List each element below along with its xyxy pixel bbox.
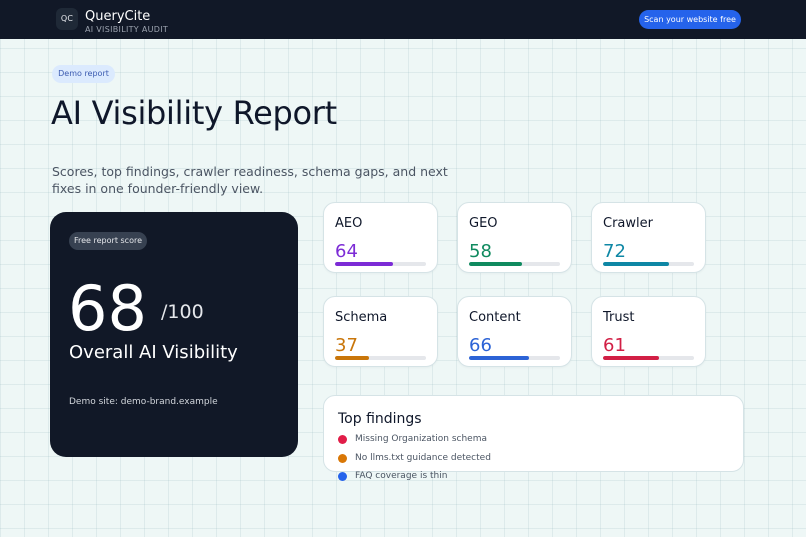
metric-value: 37 [335,335,358,356]
metric-name: GEO [469,216,498,231]
metric-progress-track [335,356,426,360]
finding-text: FAQ coverage is thin [355,471,448,481]
metric-value: 66 [469,335,492,356]
metric-progress-track [603,262,694,266]
top-navigation-bar: QC QueryCite AI VISIBILITY AUDIT Scan yo… [0,0,806,39]
overall-score-max: /100 [161,301,204,323]
finding-item: Missing Organization schema [338,433,487,446]
metric-card-aeo: AEO 64 [323,202,438,273]
finding-text: Missing Organization schema [355,434,487,444]
page-description: Scores, top findings, crawler readiness,… [52,164,448,196]
metric-card-crawler: Crawler 72 [591,202,706,273]
score-badge: Free report score [69,232,147,250]
metric-progress-track [603,356,694,360]
finding-status-dot-icon [338,454,347,463]
scan-website-button[interactable]: Scan your website free [639,10,741,29]
brand-name[interactable]: QueryCite [85,9,151,24]
metric-value: 61 [603,335,626,356]
metric-progress-track [335,262,426,266]
metric-progress-fill [335,262,394,266]
metric-progress-fill [603,356,659,360]
metric-card-trust: Trust 61 [591,296,706,367]
metric-progress-track [469,356,560,360]
demo-report-badge: Demo report [52,65,115,83]
metric-progress-fill [335,356,369,360]
overall-score-value: 68 [68,272,147,345]
metric-name: Trust [603,310,635,325]
brand-subtitle: AI VISIBILITY AUDIT [85,25,169,34]
metric-value: 58 [469,241,492,262]
top-findings-card [323,395,744,472]
finding-item: No llms.txt guidance detected [338,452,491,465]
metric-progress-fill [469,262,522,266]
finding-text: No llms.txt guidance detected [355,453,491,463]
metric-value: 64 [335,241,358,262]
finding-item: FAQ coverage is thin [338,470,447,483]
page-title: AI Visibility Report [51,94,337,132]
finding-status-dot-icon [338,472,347,481]
metric-card-schema: Schema 37 [323,296,438,367]
metric-progress-fill [603,262,669,266]
metric-card-content: Content 66 [457,296,572,367]
metric-value: 72 [603,241,626,262]
metric-progress-fill [469,356,530,360]
metric-name: Crawler [603,216,653,231]
metric-name: Content [469,310,521,325]
finding-status-dot-icon [338,435,347,444]
overall-score-card: Free report score 68 /100 Overall AI Vis… [50,212,298,457]
metric-card-geo: GEO 58 [457,202,572,273]
metric-name: AEO [335,216,363,231]
brand-logo-icon[interactable]: QC [56,8,78,30]
demo-site-label: Demo site: demo-brand.example [69,397,218,407]
metric-name: Schema [335,310,388,325]
overall-score-label: Overall AI Visibility [69,342,238,363]
metric-progress-track [469,262,560,266]
top-findings-title: Top findings [338,411,422,427]
